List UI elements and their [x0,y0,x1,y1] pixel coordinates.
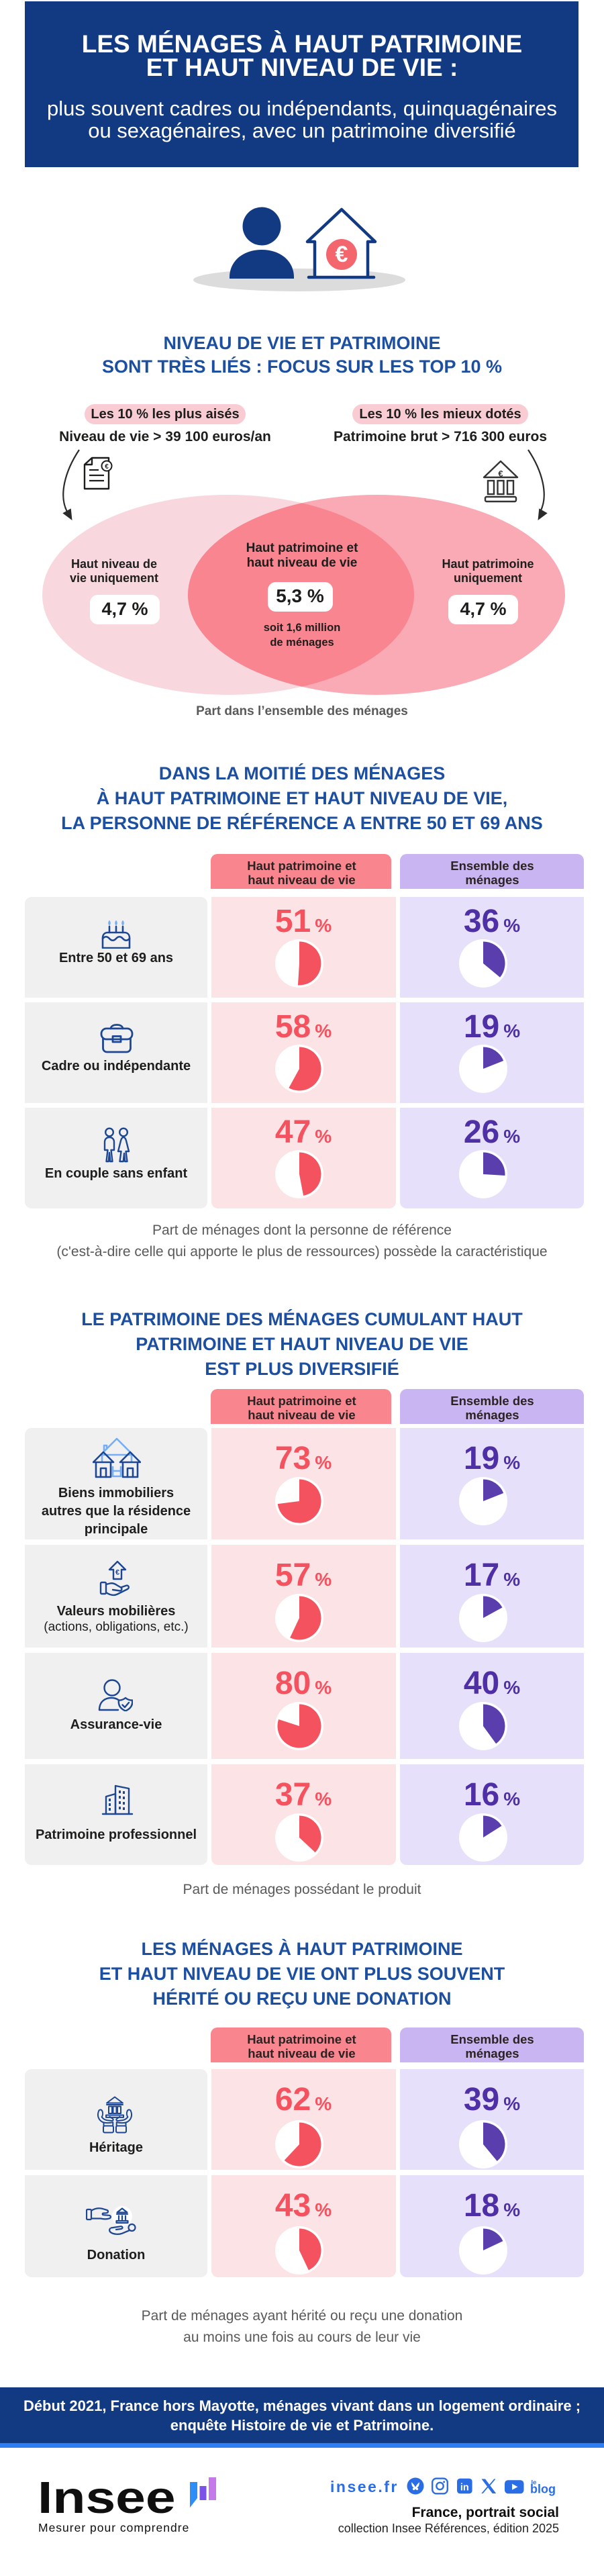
svg-text:blog: blog [530,2483,556,2496]
svg-text:€: € [105,463,109,471]
svg-text:in: in [460,2483,469,2493]
svg-text:le: le [532,2479,537,2487]
svg-text:€: € [498,469,503,479]
svg-text:€: € [336,242,348,267]
svg-text:€: € [115,1569,119,1577]
